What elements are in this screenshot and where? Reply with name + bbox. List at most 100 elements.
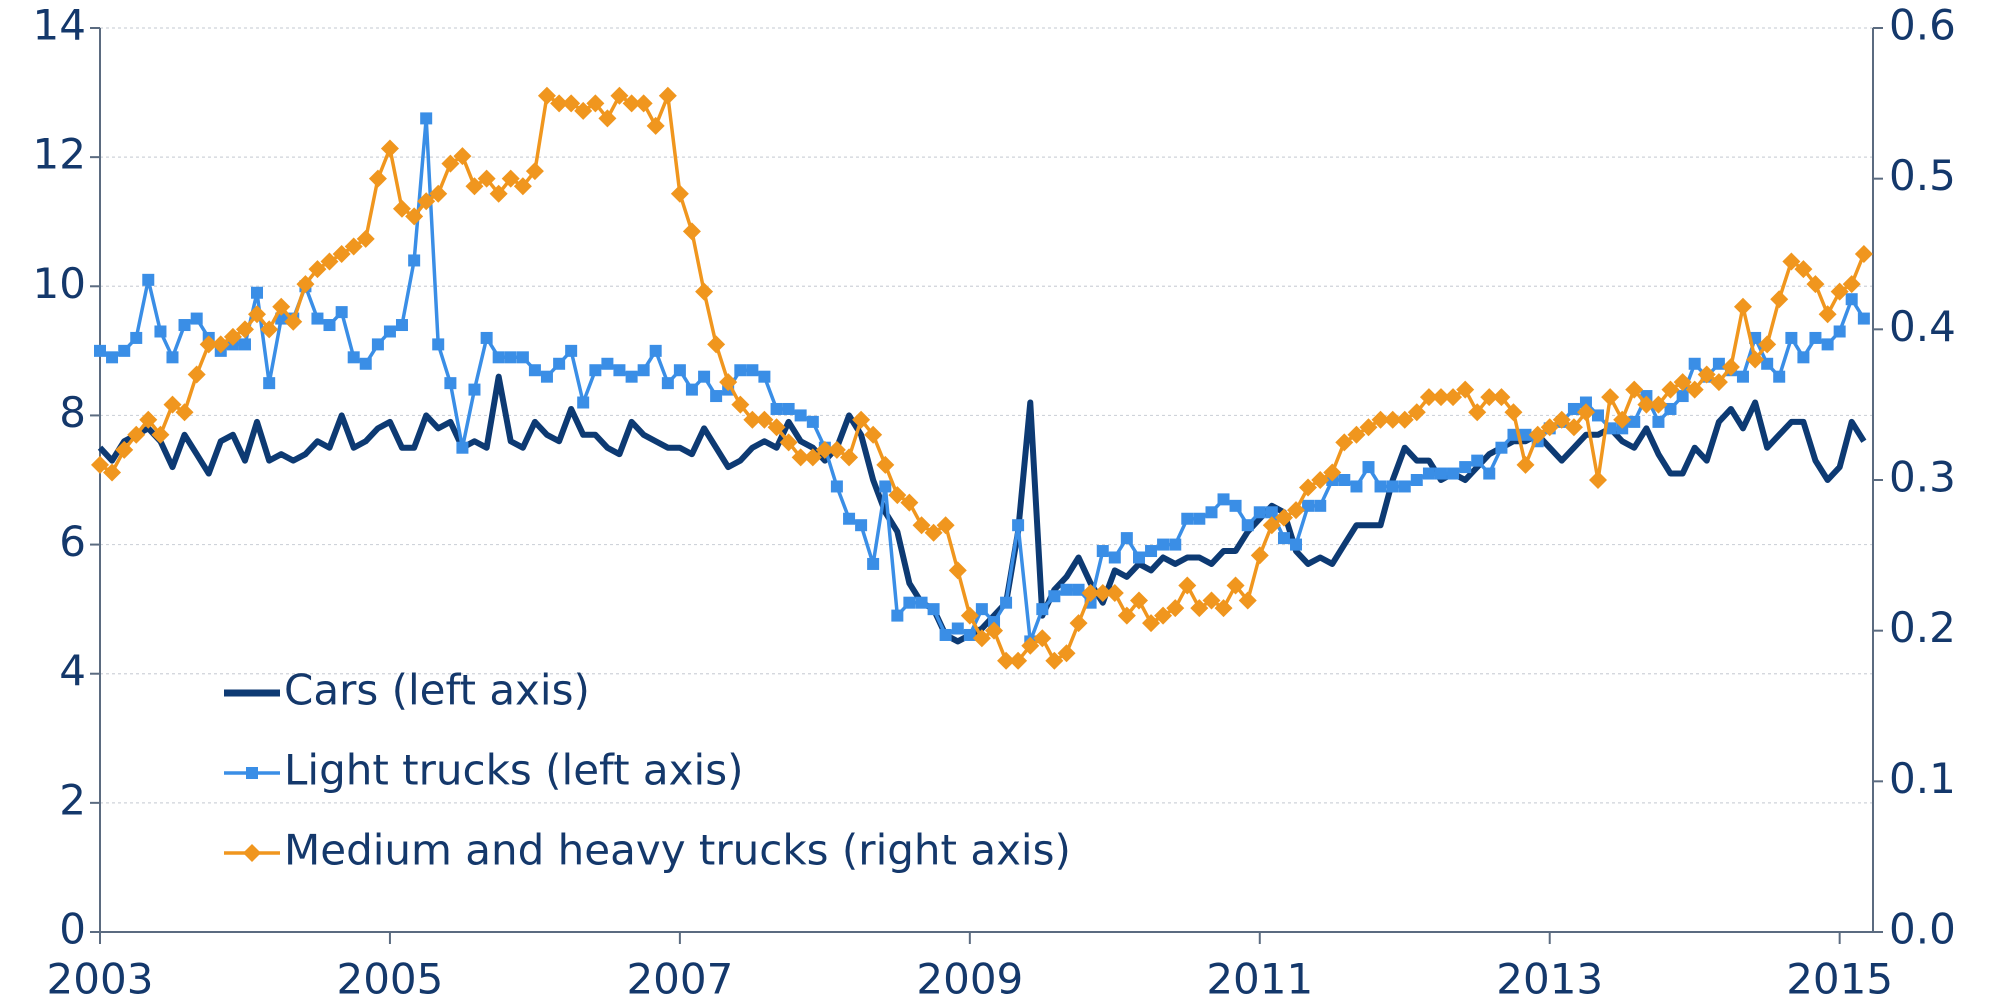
- marker: [782, 402, 795, 415]
- marker: [1021, 636, 1040, 655]
- marker: [1652, 415, 1665, 428]
- series-line: [99, 94, 1866, 663]
- marker: [1287, 501, 1306, 520]
- marker: [1649, 395, 1668, 414]
- marker: [843, 512, 856, 525]
- marker: [248, 305, 267, 324]
- marker: [1625, 380, 1644, 399]
- marker: [1495, 441, 1508, 454]
- marker: [779, 433, 798, 452]
- marker: [465, 177, 484, 196]
- y-tick-label: 10: [33, 259, 86, 308]
- marker: [646, 116, 665, 135]
- marker: [734, 364, 747, 377]
- marker: [1685, 380, 1704, 399]
- marker: [601, 357, 614, 370]
- marker: [1130, 591, 1149, 610]
- marker: [441, 154, 460, 173]
- marker: [1274, 508, 1293, 527]
- marker: [936, 516, 955, 535]
- marker: [1540, 418, 1559, 437]
- marker: [1359, 418, 1378, 437]
- marker: [468, 383, 481, 396]
- marker: [891, 609, 904, 622]
- marker: [528, 364, 541, 377]
- marker: [1761, 357, 1774, 370]
- marker: [719, 373, 738, 392]
- marker: [939, 628, 952, 641]
- marker: [1552, 410, 1571, 429]
- marker: [1697, 365, 1716, 384]
- marker: [888, 486, 907, 505]
- marker: [1809, 331, 1822, 344]
- y2-tick-label: 0.3: [1889, 453, 1956, 502]
- marker: [260, 320, 279, 339]
- marker: [175, 403, 194, 422]
- marker: [767, 418, 786, 437]
- marker: [1431, 388, 1450, 407]
- y-tick-label: 4: [59, 646, 86, 695]
- marker: [163, 395, 182, 414]
- marker: [562, 94, 581, 113]
- marker: [1193, 512, 1206, 525]
- marker: [1371, 410, 1390, 429]
- marker: [235, 320, 254, 339]
- legend-label: Light trucks (left axis): [284, 746, 743, 795]
- legend-marker: [243, 844, 261, 862]
- marker: [1407, 403, 1426, 422]
- marker: [1459, 461, 1472, 474]
- marker: [975, 603, 988, 616]
- marker: [323, 319, 336, 332]
- marker: [190, 312, 203, 325]
- marker: [707, 335, 726, 354]
- marker: [347, 351, 360, 364]
- marker: [1057, 644, 1076, 663]
- marker: [1120, 532, 1133, 545]
- marker: [915, 596, 928, 609]
- y-tick-label: 2: [59, 775, 86, 824]
- marker: [1773, 370, 1786, 383]
- marker: [951, 622, 964, 635]
- marker: [1398, 480, 1411, 493]
- marker: [1045, 651, 1064, 670]
- marker: [130, 331, 143, 344]
- marker: [1434, 467, 1447, 480]
- marker: [332, 245, 351, 263]
- marker: [1456, 380, 1475, 399]
- marker: [758, 370, 771, 383]
- marker: [1217, 493, 1230, 506]
- marker: [985, 621, 1004, 640]
- marker: [815, 440, 834, 459]
- marker: [852, 410, 871, 429]
- marker: [770, 402, 783, 415]
- marker: [1262, 516, 1281, 535]
- marker: [731, 395, 750, 414]
- x-tick-label: 2007: [626, 955, 733, 1004]
- marker: [794, 409, 807, 422]
- marker: [1664, 402, 1677, 415]
- marker: [840, 448, 859, 467]
- marker: [1241, 519, 1254, 532]
- marker: [1374, 480, 1387, 493]
- marker: [1721, 358, 1740, 376]
- marker: [91, 455, 109, 474]
- marker: [997, 651, 1016, 670]
- marker: [1133, 551, 1146, 564]
- marker: [1012, 519, 1025, 532]
- marker: [1009, 651, 1028, 670]
- marker: [408, 254, 421, 267]
- marker: [1821, 338, 1834, 351]
- marker: [586, 94, 605, 113]
- marker: [634, 94, 653, 113]
- marker: [565, 344, 578, 357]
- marker: [296, 275, 315, 294]
- marker: [368, 169, 387, 188]
- marker: [924, 523, 943, 542]
- marker: [516, 351, 529, 364]
- marker: [371, 338, 384, 351]
- legend: Cars (left axis) Light trucks (left axis)…: [224, 666, 1071, 875]
- x-tick-label: 2011: [1206, 955, 1313, 1004]
- marker: [223, 327, 242, 346]
- marker: [830, 480, 843, 493]
- marker: [417, 192, 436, 211]
